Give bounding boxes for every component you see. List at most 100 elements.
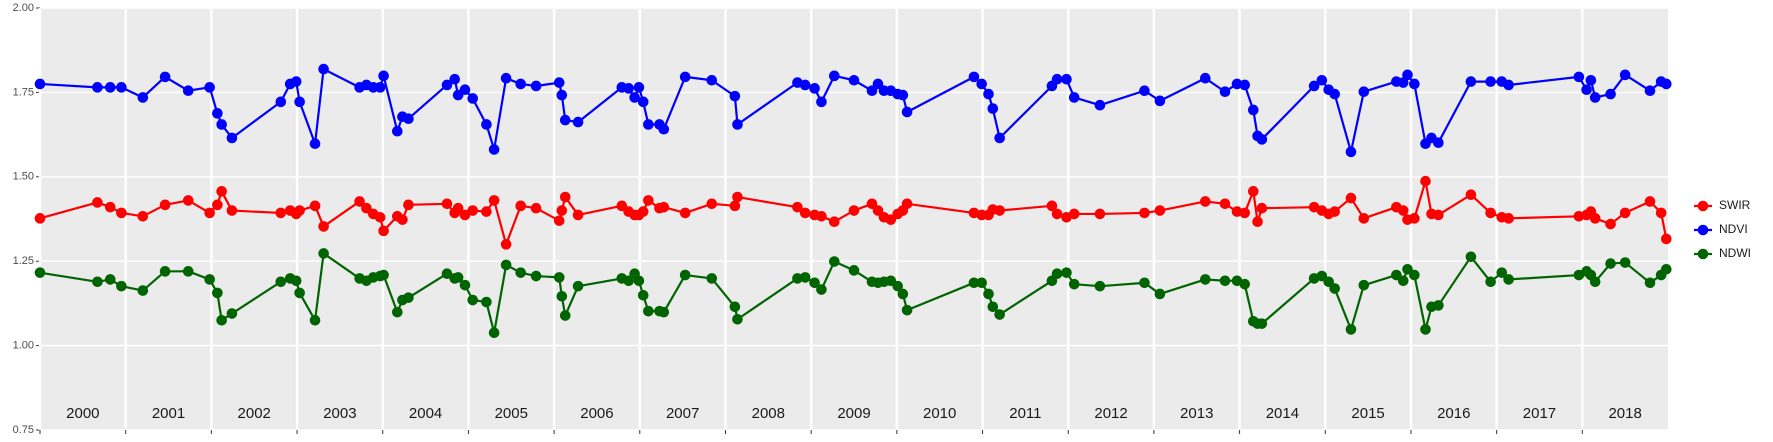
data-point <box>816 210 827 222</box>
data-point <box>1573 71 1585 83</box>
data-point <box>1503 213 1514 224</box>
data-point <box>378 70 389 82</box>
data-point <box>1619 69 1631 81</box>
data-point <box>294 96 305 108</box>
data-point <box>994 132 1005 144</box>
data-point <box>1420 324 1431 335</box>
data-point <box>1345 146 1357 158</box>
data-point <box>633 275 645 287</box>
data-point <box>1605 218 1616 230</box>
data-point <box>643 119 654 130</box>
data-point <box>1247 186 1259 197</box>
data-point <box>515 78 526 90</box>
data-point <box>792 273 803 284</box>
data-point <box>467 294 479 306</box>
year-label: 2017 <box>1523 405 1556 422</box>
data-point <box>559 191 571 203</box>
data-point <box>629 92 640 103</box>
data-point <box>799 79 811 91</box>
data-point <box>275 96 287 108</box>
data-point <box>1589 213 1601 224</box>
legend-marker <box>1697 200 1709 212</box>
data-point <box>809 83 820 94</box>
data-point <box>1068 278 1080 290</box>
data-point <box>354 196 365 207</box>
data-point <box>159 71 171 83</box>
data-point <box>828 216 840 228</box>
data-point <box>572 280 584 292</box>
year-label: 2007 <box>666 405 699 422</box>
data-point <box>987 301 999 313</box>
data-point <box>633 82 645 93</box>
data-point <box>182 266 194 277</box>
data-point <box>1358 86 1370 98</box>
data-point <box>848 205 860 216</box>
data-point <box>1231 78 1243 90</box>
legend-label: NDWI <box>1719 246 1751 260</box>
data-point <box>732 313 743 325</box>
data-point <box>34 78 46 90</box>
year-label: 2006 <box>580 405 613 422</box>
data-point <box>559 114 571 126</box>
year-label: 2014 <box>1266 405 1299 422</box>
data-point <box>318 248 329 259</box>
data-point <box>1358 213 1370 224</box>
data-point <box>816 284 827 295</box>
data-point <box>1329 206 1340 217</box>
y-tick-label: 0.75 <box>13 424 34 436</box>
data-point <box>34 213 46 224</box>
data-point <box>467 205 479 216</box>
data-point <box>92 197 103 208</box>
data-point <box>1200 72 1211 84</box>
data-point <box>1605 258 1616 269</box>
data-point <box>1397 275 1409 287</box>
plot-panel <box>40 8 1668 430</box>
data-point <box>309 200 321 212</box>
y-tick-label: 1.50 <box>13 171 34 183</box>
data-point <box>441 198 453 210</box>
data-point <box>848 74 860 86</box>
data-point <box>137 92 149 103</box>
data-point <box>392 125 403 137</box>
data-point <box>403 199 414 211</box>
data-point <box>994 309 1005 320</box>
data-point <box>897 288 909 300</box>
data-point <box>226 132 238 144</box>
data-point <box>643 305 654 317</box>
data-point <box>1094 208 1106 220</box>
data-point <box>204 82 215 93</box>
data-point <box>556 291 568 302</box>
data-point <box>159 199 171 211</box>
year-label: 2000 <box>66 405 99 422</box>
data-point <box>572 116 584 128</box>
data-point <box>481 119 492 130</box>
data-point <box>1154 288 1166 300</box>
year-label: 2009 <box>837 405 870 422</box>
data-point <box>1046 200 1058 212</box>
data-point <box>318 221 329 232</box>
data-point <box>901 106 913 118</box>
data-point <box>92 276 103 288</box>
data-point <box>1433 209 1444 221</box>
data-point <box>459 209 471 221</box>
year-label: 2012 <box>1094 405 1127 422</box>
data-point <box>467 93 479 104</box>
data-point <box>1485 76 1496 87</box>
data-point <box>1154 95 1166 107</box>
data-point <box>658 201 670 213</box>
data-point <box>816 96 827 108</box>
data-point <box>378 225 389 237</box>
data-point <box>1219 198 1231 210</box>
year-label: 2008 <box>752 405 785 422</box>
year-label: 2005 <box>495 405 528 422</box>
data-point <box>1051 268 1063 279</box>
data-point <box>732 191 743 203</box>
data-point <box>706 74 718 86</box>
data-point <box>987 103 999 114</box>
data-point <box>1605 88 1616 100</box>
data-point <box>374 212 386 223</box>
data-point <box>1200 196 1211 207</box>
y-tick-label: 1.00 <box>13 340 34 352</box>
data-point <box>294 287 305 299</box>
